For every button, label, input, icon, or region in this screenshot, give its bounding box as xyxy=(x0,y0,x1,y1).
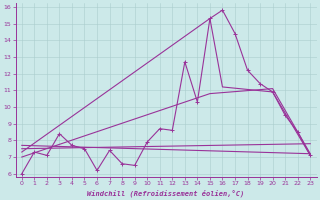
X-axis label: Windchill (Refroidissement éolien,°C): Windchill (Refroidissement éolien,°C) xyxy=(87,189,245,197)
